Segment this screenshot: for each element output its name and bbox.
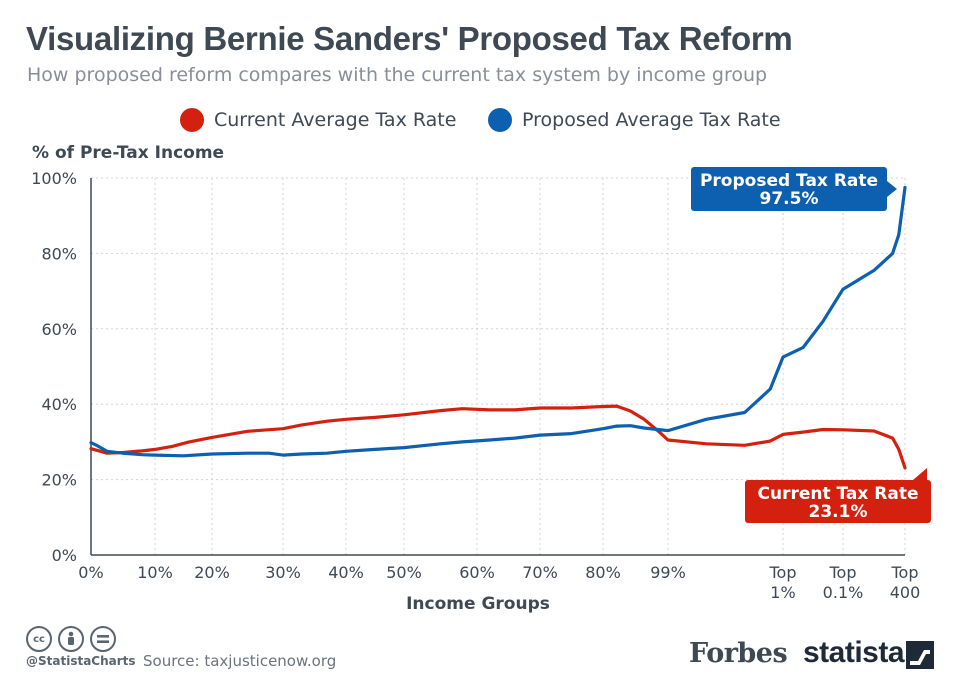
x-tick-label: Top	[769, 563, 797, 582]
callout-proposed-value: 97.5%	[760, 189, 819, 209]
callout-current-value: 23.1%	[809, 502, 868, 522]
statista-logo: statista	[803, 636, 905, 669]
y-tick-label: 80%	[41, 244, 77, 263]
chart-title: Visualizing Bernie Sanders' Proposed Tax…	[26, 20, 793, 57]
callout-current-box	[745, 480, 931, 523]
equals-icon	[97, 635, 109, 643]
y-tick-label: 0%	[52, 546, 77, 565]
statista-handle: @StatistaCharts	[26, 654, 136, 668]
series-line-current	[89, 404, 907, 470]
y-tick-label: 20%	[41, 471, 77, 490]
x-tick-label: 1%	[770, 583, 795, 602]
x-tick-label: 80%	[585, 563, 621, 582]
statista-logo-mark-icon	[906, 641, 934, 669]
x-tick-label: Top	[891, 563, 919, 582]
y-tick-label: 60%	[41, 320, 77, 339]
x-tick-label: 10%	[137, 563, 173, 582]
legend-label-proposed: Proposed Average Tax Rate	[522, 109, 781, 131]
legend-item-current: Current Average Tax Rate	[180, 108, 456, 132]
x-tick-label: 400	[890, 583, 921, 602]
x-axis-label: Income Groups	[406, 594, 550, 614]
legend: Current Average Tax Rate Proposed Averag…	[0, 108, 960, 138]
legend-item-proposed: Proposed Average Tax Rate	[488, 108, 781, 132]
by-icon	[58, 626, 84, 652]
callout-proposed-box	[691, 167, 887, 211]
x-tick-label: 99%	[650, 563, 686, 582]
legend-swatch-proposed	[488, 108, 512, 132]
x-tick-label: 0%	[78, 563, 103, 582]
x-tick-label: 40%	[328, 563, 364, 582]
series-line-proposed	[89, 185, 907, 458]
x-tick-label: 70%	[522, 563, 558, 582]
callout-proposed-title: Proposed Tax Rate	[700, 171, 878, 191]
person-icon	[68, 631, 74, 645]
y-tick-label: 100%	[31, 169, 77, 188]
x-tick-label: 0.1%	[823, 583, 864, 602]
legend-swatch-current	[180, 108, 204, 132]
legend-label-current: Current Average Tax Rate	[214, 109, 457, 131]
x-tick-label: Top	[829, 563, 857, 582]
x-tick-label: 20%	[194, 563, 230, 582]
callout-current-pointer	[913, 468, 927, 480]
chart-subtitle: How proposed reform compares with the cu…	[27, 64, 768, 86]
cc-icon: cc	[26, 626, 52, 652]
x-tick-label: 60%	[459, 563, 495, 582]
nd-icon	[90, 626, 116, 652]
source-text[interactable]: Source: taxjusticenow.org	[143, 652, 337, 670]
license-icons: cc	[26, 626, 116, 652]
forbes-logo: Forbes	[689, 638, 788, 669]
x-tick-label: 50%	[386, 563, 422, 582]
y-tick-label: 40%	[41, 395, 77, 414]
callout-proposed-pointer	[887, 181, 897, 197]
y-axis-label: % of Pre-Tax Income	[32, 143, 224, 163]
callout-current-title: Current Tax Rate	[757, 484, 918, 504]
x-tick-label: 30%	[265, 563, 301, 582]
